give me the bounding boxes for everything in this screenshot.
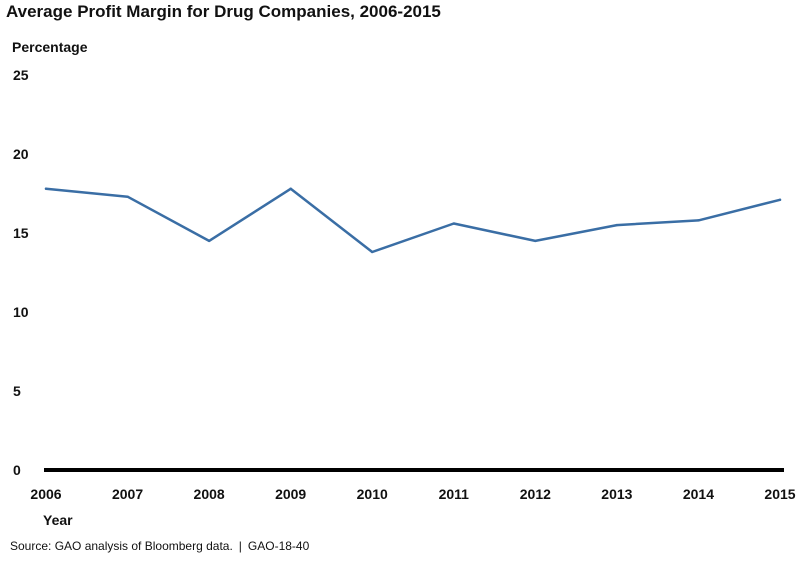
x-tick-label: 2011	[439, 486, 470, 502]
data-point-2006	[44, 187, 48, 190]
y-tick-label: 15	[13, 225, 29, 241]
series-line-profit-margin	[44, 187, 782, 254]
y-tick-label: 20	[13, 146, 29, 162]
source-separator: |	[238, 539, 242, 553]
report-id: GAO-18-40	[247, 539, 310, 553]
source-text: Source: GAO analysis of Bloomberg data.	[10, 539, 233, 553]
y-tick-labels: 0 5 10 15 20 25	[13, 67, 29, 478]
data-point-2011	[452, 222, 455, 225]
x-tick-label: 2012	[520, 486, 551, 502]
x-tick-label: 2010	[357, 486, 388, 502]
x-tick-labels: 2006 2007 2008 2009 2010 2011 2012 2013 2014 2015	[30, 486, 795, 502]
y-tick-label: 25	[13, 67, 29, 83]
data-point-2007	[126, 195, 129, 198]
data-point-2015	[778, 198, 782, 202]
chart-title: Average Profit Margin for Drug Companies…	[6, 2, 441, 21]
data-point-2009	[289, 187, 292, 190]
y-tick-label: 0	[13, 462, 21, 478]
y-tick-label: 10	[13, 304, 29, 320]
data-point-2012	[534, 239, 537, 243]
x-tick-label: 2006	[30, 486, 61, 502]
y-tick-label: 5	[13, 383, 21, 399]
x-tick-label: 2015	[764, 486, 795, 502]
x-tick-label: 2007	[112, 486, 143, 502]
x-tick-label: 2013	[601, 486, 632, 502]
data-point-2014	[697, 219, 700, 222]
source-note: Source: GAO analysis of Bloomberg data. |…	[10, 539, 309, 553]
y-axis-label: Percentage	[12, 39, 88, 55]
x-axis-label: Year	[43, 512, 73, 528]
data-points	[44, 187, 782, 254]
x-tick-label: 2008	[194, 486, 225, 502]
data-point-2010	[371, 250, 374, 254]
x-tick-label: 2014	[683, 486, 714, 502]
x-tick-label: 2009	[275, 486, 306, 502]
data-point-2013	[615, 223, 619, 227]
data-point-2008	[207, 239, 211, 243]
